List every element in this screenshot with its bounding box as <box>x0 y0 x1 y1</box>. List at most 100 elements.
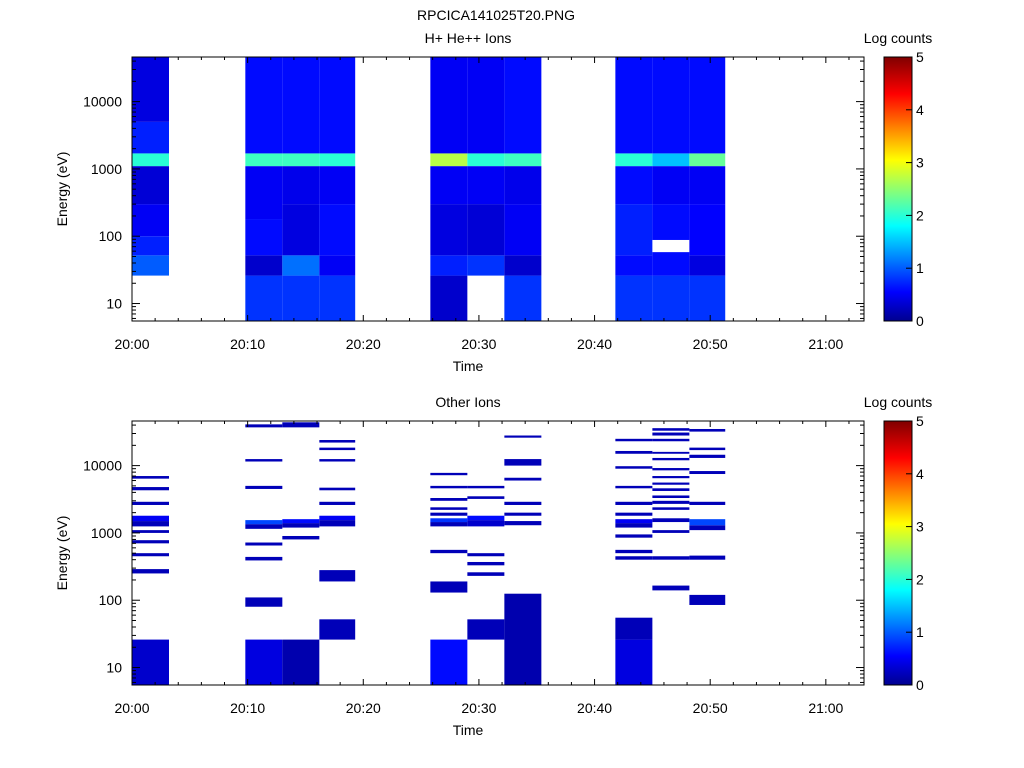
heatmap-cell <box>319 487 356 491</box>
x-tick-label: 20:10 <box>230 336 265 352</box>
heatmap-cell <box>319 501 356 505</box>
heatmap-cell <box>615 523 653 528</box>
colorbar-gradient <box>883 56 913 322</box>
x-tick-label: 21:00 <box>808 336 843 352</box>
heatmap-cell <box>615 466 653 469</box>
heatmap-cell <box>430 518 468 523</box>
heatmap-cell <box>467 255 505 276</box>
heatmap-cell <box>689 153 726 167</box>
heatmap-cell <box>282 519 320 524</box>
heatmap-cell <box>245 542 283 546</box>
heatmap-cell <box>245 219 283 256</box>
y-tick-label: 100 <box>99 592 123 608</box>
heatmap-cell <box>689 275 726 321</box>
heatmap-cell <box>504 204 542 256</box>
heatmap-cell <box>615 57 653 154</box>
heatmap-cell <box>615 639 653 685</box>
heatmap-cell <box>430 57 468 154</box>
heatmap-cell <box>652 476 690 479</box>
heatmap-cell <box>652 153 690 167</box>
heatmap-cell <box>319 255 356 276</box>
heatmap-cell <box>615 549 653 554</box>
heatmap-cell <box>430 255 468 276</box>
heatmap-cell <box>245 57 283 154</box>
y-axis-label: Energy (eV) <box>54 152 70 227</box>
heatmap-cell <box>430 512 468 516</box>
colorbar-tick-label: 4 <box>916 466 924 482</box>
x-tick-label: 20:30 <box>461 700 496 716</box>
heatmap-cell <box>652 507 690 510</box>
heatmap-cell <box>467 572 505 576</box>
heatmap-cell <box>282 57 320 154</box>
y-axis-label: Energy (eV) <box>54 516 70 591</box>
heatmap-cell <box>504 501 542 505</box>
x-tick-label: 20:10 <box>230 700 265 716</box>
heatmap-cell <box>689 501 726 505</box>
heatmap-cell <box>615 556 653 560</box>
heatmap-cell <box>467 515 505 521</box>
heatmap-cell <box>615 204 653 256</box>
heatmap-cell <box>132 515 169 522</box>
heatmap-cell <box>319 440 356 443</box>
heatmap-cell <box>615 512 653 516</box>
heatmap-cell <box>615 255 653 276</box>
heatmap-cell <box>245 255 283 276</box>
heatmap-cell <box>467 496 505 499</box>
heatmap-cell <box>282 422 320 428</box>
heatmap-cell <box>652 488 690 491</box>
heatmap-cell <box>282 255 320 276</box>
heatmap-cell <box>504 521 542 526</box>
heatmap-cell <box>132 501 169 505</box>
heatmap-cell <box>245 459 283 462</box>
colorbar-tick-label: 0 <box>916 677 924 693</box>
heatmap-cell <box>132 476 169 479</box>
heatmap-cell <box>615 501 653 505</box>
heatmap-cells <box>132 57 726 321</box>
heatmap-cell <box>245 556 283 561</box>
heatmap-cell <box>319 166 356 205</box>
colorbar-tick-label: 3 <box>916 155 924 171</box>
colorbar-label: Log counts <box>864 30 933 46</box>
heatmap-cell <box>245 520 283 525</box>
heatmap-cell <box>689 447 726 451</box>
heatmap-cell <box>319 447 356 451</box>
heatmap-cell <box>245 166 283 220</box>
heatmap-cell <box>132 121 169 154</box>
heatmap-cell <box>467 485 505 489</box>
heatmap-cell <box>430 485 468 489</box>
x-tick-label: 21:00 <box>808 700 843 716</box>
heatmap-cell <box>319 515 356 521</box>
colorbar-tick-label: 0 <box>916 313 924 329</box>
x-tick-label: 20:40 <box>577 336 612 352</box>
x-axis-label: Time <box>453 722 484 738</box>
heatmap-cell <box>282 204 320 256</box>
x-tick-label: 20:20 <box>346 336 381 352</box>
heatmap-cell <box>132 204 169 237</box>
heatmap-cell <box>319 570 356 582</box>
heatmap-cell <box>504 153 542 167</box>
heatmap-cell <box>319 459 356 462</box>
colorbar-tick-label: 2 <box>916 207 924 223</box>
heatmap-cell <box>430 153 468 167</box>
heatmap-cell <box>504 593 542 685</box>
heatmap-cell <box>689 471 726 475</box>
colorbar-tick-label: 4 <box>916 102 924 118</box>
heatmap-cell <box>615 485 653 489</box>
y-tick-label: 1000 <box>91 525 122 541</box>
heatmap-cell <box>132 540 169 544</box>
heatmap-cell <box>430 498 468 501</box>
panel-title: Other Ions <box>435 394 500 410</box>
heatmap-cells <box>132 422 726 685</box>
heatmap-cell <box>430 507 468 510</box>
heatmap-cell <box>282 639 320 685</box>
x-tick-label: 20:40 <box>577 700 612 716</box>
heatmap-cell <box>245 597 283 607</box>
plot-area <box>132 421 864 685</box>
colorbar: Log counts 0 1 2 3 4 5 <box>864 394 933 693</box>
heatmap-cell <box>689 204 726 256</box>
heatmap-cell <box>430 472 468 476</box>
panel-1: 20:00 20:10 20:20 20:30 20:40 20:50 21:0010100… <box>54 30 932 374</box>
heatmap-cell <box>689 555 726 560</box>
x-tick-label: 20:30 <box>461 336 496 352</box>
heatmap-cell <box>689 594 726 605</box>
